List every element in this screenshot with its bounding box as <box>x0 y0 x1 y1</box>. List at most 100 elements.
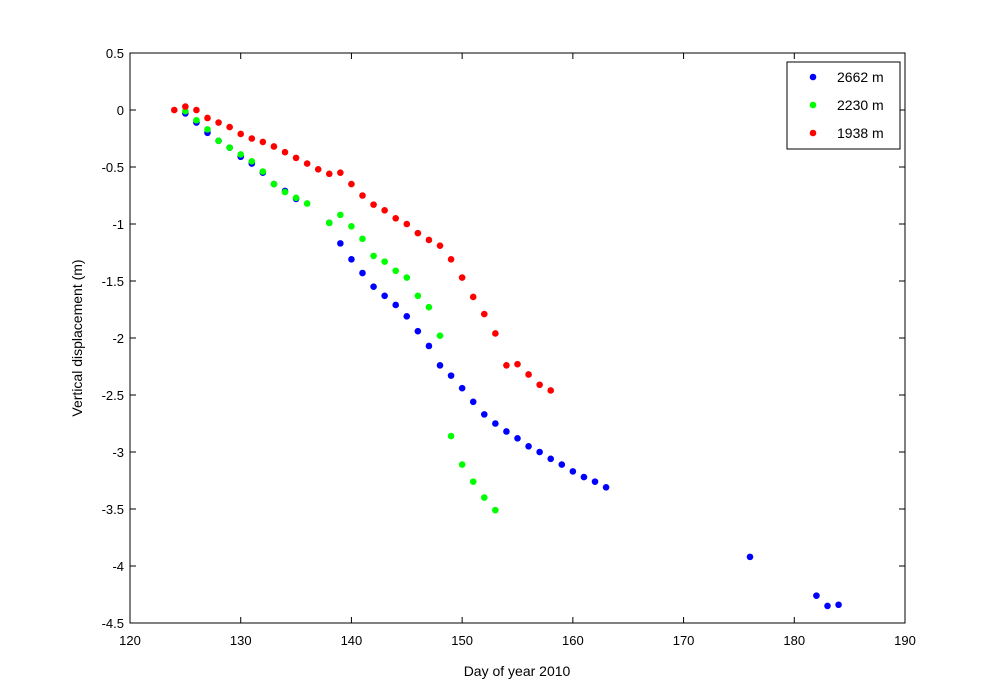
data-point <box>337 240 344 247</box>
y-tick-label: 0.5 <box>106 46 124 61</box>
legend-marker <box>809 101 817 109</box>
data-point <box>558 461 566 468</box>
y-tick-label: -4 <box>112 559 124 574</box>
data-point <box>492 420 499 427</box>
legend-box <box>786 61 901 150</box>
data-point <box>270 143 278 150</box>
legend-label: 2662 m <box>837 69 884 85</box>
data-point <box>270 180 278 188</box>
x-tick-label: 170 <box>673 633 695 648</box>
data-point <box>359 235 366 243</box>
legend-label: 1938 m <box>837 125 884 141</box>
data-point <box>514 435 521 442</box>
data-point <box>215 137 222 145</box>
data-point <box>514 360 521 368</box>
data-point <box>469 398 477 406</box>
data-point <box>436 242 444 249</box>
data-point <box>348 180 355 188</box>
x-tick-label: 160 <box>562 633 584 648</box>
data-point <box>204 114 211 122</box>
data-point <box>824 602 831 610</box>
series-1-markers <box>182 107 499 514</box>
data-point <box>259 138 267 146</box>
data-point <box>381 292 388 300</box>
data-point <box>303 160 311 167</box>
data-point <box>480 494 488 501</box>
data-point <box>414 292 422 300</box>
data-point <box>348 222 355 230</box>
data-point <box>425 303 433 311</box>
x-tick-label: 190 <box>894 633 916 648</box>
data-point <box>458 384 466 392</box>
plot-area <box>129 52 906 624</box>
legend-marker <box>809 73 817 81</box>
data-point <box>536 448 543 456</box>
data-point <box>536 381 543 389</box>
data-point <box>237 130 245 138</box>
data-point <box>381 207 388 214</box>
data-point <box>447 372 455 379</box>
series-2-markers <box>170 103 555 394</box>
y-tick-label: -1 <box>112 217 124 232</box>
data-point <box>292 154 300 162</box>
data-point <box>492 330 499 337</box>
data-point <box>215 119 222 126</box>
data-point <box>591 478 599 485</box>
data-point <box>281 188 289 196</box>
data-point <box>292 194 300 202</box>
data-point <box>248 158 256 165</box>
y-tick-label: -3.5 <box>102 502 124 517</box>
data-point <box>370 201 377 208</box>
x-tick-label: 120 <box>119 633 141 648</box>
x-tick-label: 140 <box>341 633 363 648</box>
y-axis: 0.5 0 -0.5 -1 -1.5 -2 -2.5 -3 -3.5 -4 -4.5 <box>102 46 905 631</box>
data-point <box>602 484 610 491</box>
data-point <box>381 258 388 265</box>
data-point <box>458 274 466 281</box>
data-point <box>480 310 488 318</box>
data-point <box>492 506 499 514</box>
data-point <box>447 432 455 440</box>
data-point <box>458 461 466 468</box>
x-axis-title: Day of year 2010 <box>464 663 571 679</box>
data-point <box>414 229 422 237</box>
data-point <box>403 313 411 320</box>
data-point <box>425 236 433 244</box>
data-point <box>436 332 444 340</box>
y-tick-label: -1.5 <box>102 274 124 289</box>
data-point <box>436 362 444 369</box>
y-tick-label: -3 <box>112 445 124 460</box>
data-point <box>569 468 577 475</box>
x-axis: 120 130 140 150 160 170 180 190 <box>119 53 916 648</box>
data-point <box>392 267 400 275</box>
x-tick-label: 180 <box>783 633 805 648</box>
data-point <box>503 428 510 435</box>
data-point <box>182 107 189 115</box>
data-point <box>370 252 377 260</box>
data-point <box>348 256 355 263</box>
data-point <box>480 411 488 418</box>
data-point <box>580 473 588 481</box>
x-tick-label: 130 <box>230 633 252 648</box>
data-point <box>447 256 455 263</box>
data-point <box>746 553 754 561</box>
data-point <box>314 165 322 173</box>
y-tick-label: -4.5 <box>102 616 124 631</box>
y-tick-label: -0.5 <box>102 160 124 175</box>
y-tick-label: -2.5 <box>102 388 124 403</box>
data-point <box>359 192 366 199</box>
data-point <box>237 151 245 158</box>
data-point <box>182 103 189 110</box>
data-point <box>414 327 422 335</box>
data-point <box>525 371 532 378</box>
data-point <box>403 220 411 228</box>
data-point <box>547 387 555 394</box>
data-point <box>359 269 366 277</box>
data-point <box>193 116 200 124</box>
data-point <box>835 601 842 609</box>
data-point <box>469 293 477 301</box>
data-point <box>337 169 344 176</box>
data-markers <box>170 103 842 610</box>
data-point <box>370 283 377 291</box>
